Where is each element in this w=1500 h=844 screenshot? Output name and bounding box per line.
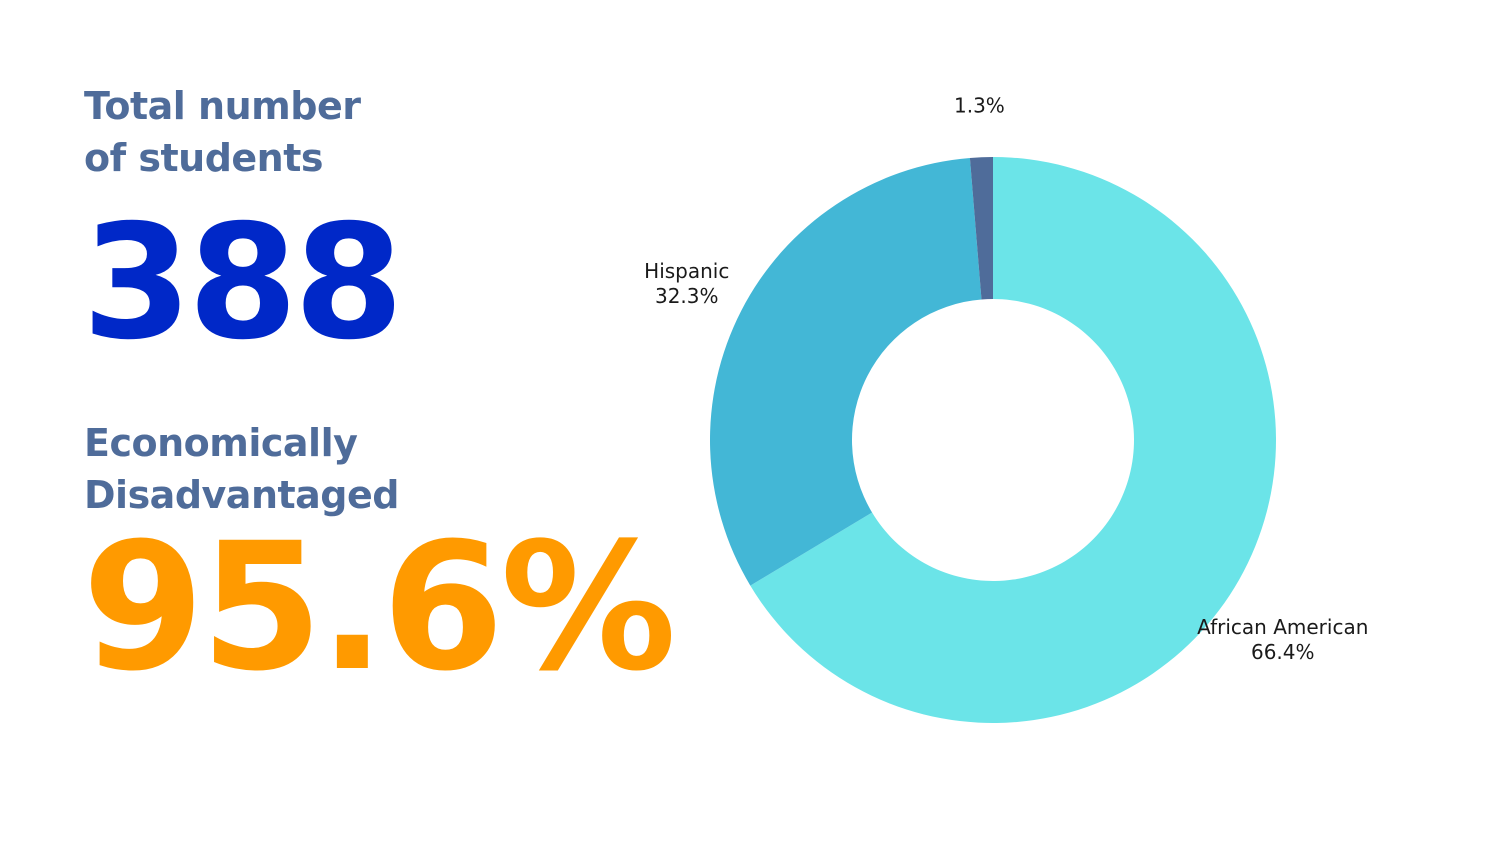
slice-white bbox=[969, 157, 993, 300]
students-heading-line-1: Total number bbox=[84, 84, 361, 128]
label-category: White bbox=[950, 90, 1008, 92]
label-value: 66.4% bbox=[1251, 640, 1315, 664]
students-heading: Total number of students bbox=[84, 80, 361, 184]
label-value: 1.3% bbox=[954, 93, 1005, 117]
slice-african-american bbox=[750, 157, 1276, 724]
label-category: Hispanic bbox=[644, 259, 729, 283]
donut-slices bbox=[710, 157, 1276, 724]
label-african-american: African American 66.4% bbox=[1197, 615, 1368, 664]
label-white: White1.3% bbox=[950, 90, 1008, 117]
economically-disadvantaged-heading: Economically Disadvantaged bbox=[84, 417, 399, 521]
slice-hispanic bbox=[710, 157, 982, 586]
econ-heading-line-1: Economically bbox=[84, 421, 358, 465]
label-value: 32.3% bbox=[655, 284, 719, 308]
students-heading-line-2: of students bbox=[84, 136, 324, 180]
label-category: African American bbox=[1197, 615, 1368, 639]
econ-heading-line-2: Disadvantaged bbox=[84, 473, 399, 517]
students-count: 388 bbox=[82, 191, 404, 375]
label-hispanic: Hispanic 32.3% bbox=[644, 259, 729, 308]
economically-disadvantaged-percent: 95.6% bbox=[82, 505, 677, 710]
